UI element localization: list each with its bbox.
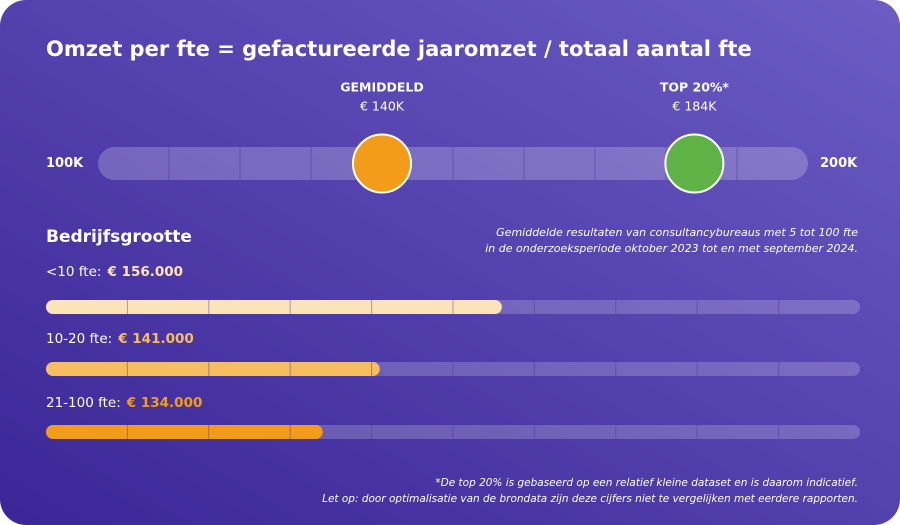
scale-end-label: 100K <box>46 156 84 171</box>
bar <box>46 362 380 376</box>
category-label: <10 fte: <box>46 264 101 280</box>
section-title: Bedrijfsgrootte <box>46 227 192 247</box>
footnote: *De top 20% is gebaseerd op een relatief… <box>435 477 858 489</box>
footnote: Let op: door optimalisatie van de bronda… <box>322 493 858 505</box>
value-label: € 134.000 <box>126 395 203 411</box>
scale-track <box>98 147 808 180</box>
marker-name: TOP 20%* <box>660 80 730 95</box>
category-label: 10-20 fte: <box>46 331 112 347</box>
marker-name: GEMIDDELD <box>340 80 424 95</box>
value-label: € 141.000 <box>117 331 194 347</box>
category-label: 21-100 fte: <box>46 395 121 411</box>
marker-value: € 140K <box>360 99 405 114</box>
bar <box>46 300 502 314</box>
marker-value: € 184K <box>672 99 717 114</box>
value-label: € 156.000 <box>106 264 183 280</box>
marker <box>352 133 412 194</box>
subtitle: in de onderzoeksperiode oktober 2023 tot… <box>485 242 858 255</box>
marker <box>664 133 725 194</box>
title: Omzet per fte = gefactureerde jaaromzet … <box>46 37 752 61</box>
scale-end-label: 200K <box>820 156 858 171</box>
subtitle: Gemiddelde resultaten van consultancybur… <box>496 226 858 239</box>
bar <box>46 425 323 439</box>
